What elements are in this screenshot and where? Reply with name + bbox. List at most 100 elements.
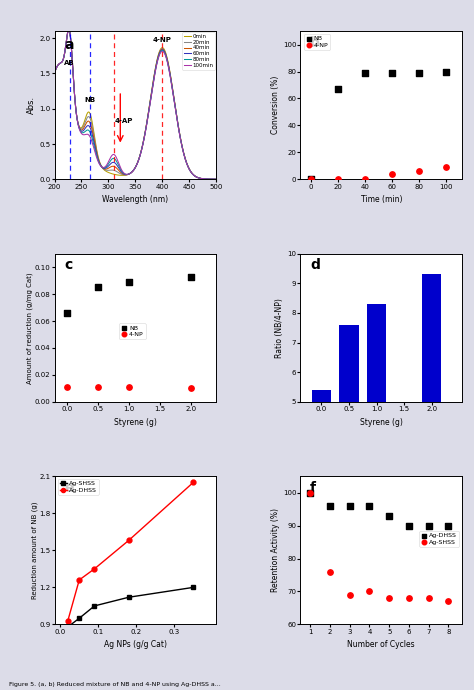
40min [147,98,153,106]
Ag-DHSS [307,487,314,498]
Legend: NB, 4-NP: NB, 4-NP [119,324,146,339]
Bar [312,390,331,551]
4-NP [94,382,102,393]
NB [126,277,133,288]
Ag-SHSS [445,596,452,607]
20min [93,146,99,154]
Ag-SHSS [91,602,97,610]
0min [174,111,180,119]
40min [174,112,180,120]
Y-axis label: Conversion (%): Conversion (%) [271,76,280,135]
80min [93,151,99,159]
NB [361,68,369,79]
Ag-DHSS [76,575,82,584]
Ag-DHSS [405,520,413,531]
4-NP [334,174,342,185]
NB [388,68,396,79]
Ag-DHSS [126,536,132,544]
Line: Ag-DHSS: Ag-DHSS [65,480,196,623]
Text: Figure 5. (a, b) Reduced mixture of NB and 4-NP using Ag-DHSS a...: Figure 5. (a, b) Reduced mixture of NB a… [9,682,221,687]
60min [125,170,131,179]
Text: AB: AB [64,60,75,66]
0min [93,144,99,152]
0min [81,120,86,128]
80min [66,25,72,33]
X-axis label: Styrene (g): Styrene (g) [360,417,403,426]
60min [174,112,180,120]
4-NP [126,382,133,393]
NB [94,282,102,293]
Ag-SHSS [385,593,393,604]
20min [66,25,72,33]
80min [52,69,57,77]
100min [66,25,72,33]
100min [147,99,153,108]
Ag-SHSS [76,614,82,622]
Legend: Ag-DHSS, Ag-SHSS: Ag-DHSS, Ag-SHSS [419,531,459,546]
NB [415,68,423,79]
20min [213,175,219,184]
60min [147,98,153,106]
Y-axis label: Ratio (NB/4-NP): Ratio (NB/4-NP) [275,298,284,357]
Ag-DHSS [65,617,71,625]
100min [160,47,165,55]
Text: 4-NP: 4-NP [153,37,172,43]
80min [147,99,153,107]
80min [81,128,86,137]
Ag-SHSS [326,566,334,578]
Ag-SHSS [307,487,314,498]
20min [81,122,86,130]
Legend: NB, 4-NP: NB, 4-NP [303,34,330,50]
Bar [422,275,441,551]
Text: NB: NB [84,97,95,103]
NB [63,308,71,319]
Line: Ag-SHSS: Ag-SHSS [65,585,196,629]
4-NP [307,174,315,185]
X-axis label: Time (min): Time (min) [361,195,402,204]
4-NP [361,174,369,185]
0min [213,175,219,184]
NB [188,271,195,282]
X-axis label: Styrene (g): Styrene (g) [114,417,157,426]
Ag-SHSS [346,589,354,600]
100min [81,130,86,139]
Line: 60min: 60min [55,29,216,179]
40min [160,45,165,53]
100min [93,152,99,161]
4-NP [388,168,396,179]
4-NP [63,382,71,393]
Line: 0min: 0min [55,29,216,179]
Ag-SHSS [405,593,413,604]
40min [125,170,131,179]
60min [66,25,72,33]
100min [213,175,219,184]
4-NP [442,161,450,172]
60min [93,149,99,157]
60min [213,175,219,184]
100min [174,112,180,121]
Line: 80min: 80min [55,29,216,179]
Text: b: b [310,35,320,50]
Bar [339,325,359,551]
Ag-SHSS [126,593,132,602]
NB [334,83,342,95]
Ag-DHSS [445,520,452,531]
60min [52,69,57,77]
Line: 100min: 100min [55,29,216,179]
Ag-DHSS [425,520,432,531]
40min [52,69,57,77]
20min [125,170,131,179]
60min [81,126,86,135]
0min [147,97,153,106]
80min [160,46,165,55]
Ag-DHSS [91,564,97,573]
20min [52,69,57,77]
Text: c: c [64,258,73,272]
100min [125,170,131,179]
80min [174,112,180,121]
0min [160,43,165,52]
Ag-SHSS [65,623,71,631]
Line: 20min: 20min [55,29,216,179]
Text: 4-AP: 4-AP [115,118,133,124]
Text: d: d [310,258,320,272]
